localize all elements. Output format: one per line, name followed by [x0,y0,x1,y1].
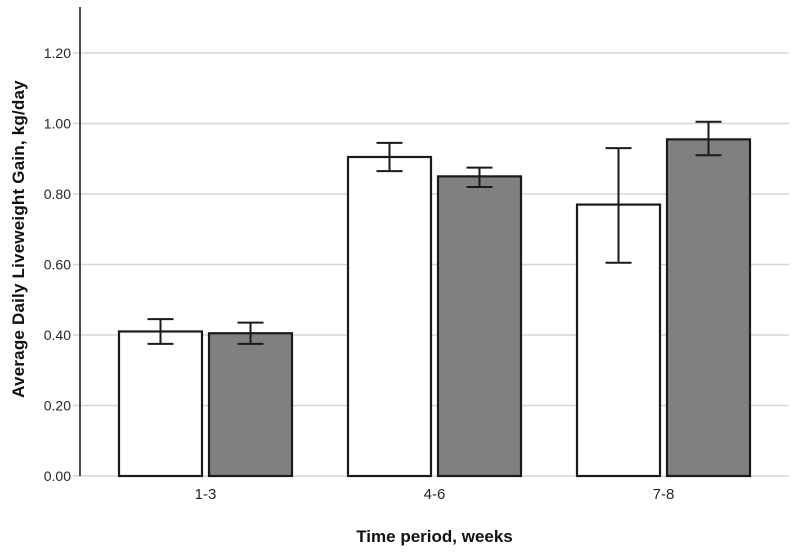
y-tick-label: 1.00 [44,116,71,132]
x-category-label: 4-6 [424,486,446,503]
y-tick-label: 0.80 [44,186,71,202]
x-category-label: 7-8 [653,486,675,503]
y-tick-label: 0.60 [44,257,71,273]
bar-series-white-1-3 [117,330,204,478]
y-tick-label: 1.20 [44,45,71,61]
bar-series-gray-4-6 [436,175,523,478]
bar-series-gray-1-3 [207,332,294,478]
error-bar [237,321,264,345]
y-tick-label: 0.40 [44,327,71,343]
error-bar [695,120,722,157]
y-tick-label: 0.20 [44,398,71,414]
x-category-label: 1-3 [195,486,217,503]
error-bar [605,147,632,264]
x-axis-title: Time period, weeks [356,527,513,546]
bar-series-gray-7-8 [665,138,752,478]
error-bar [147,318,174,345]
bar-series-white-4-6 [346,155,433,478]
y-tick-label: 0.00 [44,468,71,484]
error-bar [466,166,493,188]
error-bar [376,141,403,173]
